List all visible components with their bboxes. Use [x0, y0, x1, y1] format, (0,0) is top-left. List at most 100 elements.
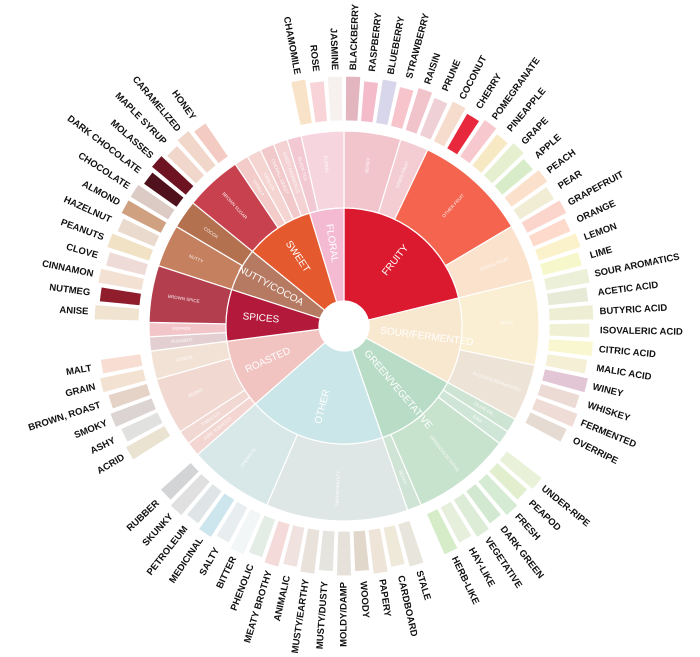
flavor-wedge-overripe — [523, 410, 569, 444]
flavor-wedge-pomegranate — [458, 118, 498, 165]
subcategory-label-brown-spice: BROWN SPICE — [168, 294, 200, 304]
flavor-label-musty-earthy: MUSTY/EARTHY — [290, 578, 312, 654]
flavor-wedge-hay-like — [439, 500, 474, 545]
flavor-wedge-honey — [192, 121, 230, 165]
flavor-wedge-moldy-damp — [335, 530, 353, 577]
flavor-wedge-grape — [482, 141, 526, 186]
flavor-wedge-fresh — [476, 472, 519, 517]
category-wedge-other — [254, 341, 384, 445]
flavor-wedge-pear — [511, 185, 556, 222]
flavor-wedge-under-ripe — [498, 449, 544, 491]
flavor-label-peanuts: PEANUTS — [59, 217, 105, 243]
flavor-wedge-orange — [527, 216, 572, 249]
flavor-wedge-strawberry — [389, 85, 415, 131]
flavor-label-cinnamon: CINNAMON — [41, 258, 95, 279]
flavor-wedge-chocolate — [129, 183, 177, 222]
flavor-label-musty-dusty: MUSTY/DUSTY — [315, 580, 331, 649]
flavor-label-pomegranate: POMEGRANATE — [490, 56, 543, 123]
flavor-wedge-vegetative — [452, 491, 491, 539]
flavor-wedge-musty-earthy — [298, 527, 321, 575]
flavor-wedge-cardboard — [382, 523, 407, 569]
subcategory-label-cereal: CEREAL — [175, 354, 194, 363]
flavor-label-rose: ROSE — [307, 44, 321, 72]
flavor-label-blackberry: BLACKBERRY — [348, 3, 361, 70]
flavor-label-papery: PAPERY — [376, 578, 393, 618]
flavor-wedge-brown-roast — [107, 382, 152, 410]
flavor-label-malt: MALT — [65, 363, 92, 378]
flavor-wedge-coconut — [432, 100, 468, 149]
inner-ring — [225, 207, 463, 445]
flavor-label-caramelized: CARAMELIZED — [130, 74, 183, 134]
flavor-wedge-almond — [120, 198, 168, 235]
flavor-label-ashy: ASHY — [89, 435, 118, 457]
flavor-wedge-skunky — [169, 472, 212, 517]
flavor-wedge-clove — [104, 250, 150, 277]
subcategory-label-burnt: BURNT — [188, 387, 204, 398]
flavor-label-nutmeg: NUTMEG — [49, 282, 91, 298]
flavor-wedge-pineapple — [470, 132, 510, 175]
flavor-wedge-peanuts — [105, 232, 155, 263]
flavor-wedge-hazelnut — [116, 216, 161, 249]
flavor-wedge-whiskey — [536, 382, 581, 410]
middle-ring — [148, 130, 540, 522]
subcategory-label-floral: FLORAL — [323, 155, 330, 173]
flavor-wedge-malt — [99, 353, 144, 375]
subcategory-label-nutty: NUTTY — [188, 253, 204, 264]
flavor-wedge-winey — [540, 367, 590, 394]
flavor-label-moldy-damp: MOLDY/DAMP — [339, 581, 350, 647]
flavor-wedge-musty-dusty — [317, 529, 336, 573]
flavor-label-jasmine: JASMINE — [327, 28, 340, 71]
subcategory-label-papery-musty: PAPERY/MUSTY — [335, 471, 341, 506]
flavor-wedge-maple-syrup — [165, 144, 206, 186]
flavor-label-malic-acid: MALIC ACID — [596, 363, 653, 383]
flavor-wedge-sour-aromatics — [542, 267, 591, 292]
flavor-wedge-malic-acid — [544, 353, 589, 375]
flavor-wedge-dark-green — [464, 482, 503, 525]
flavor-wedge-prune — [418, 96, 450, 142]
flavor-label-bitter: BITTER — [214, 555, 239, 591]
flavor-wedge-salty — [214, 500, 249, 545]
flavor-wedge-ashy — [119, 410, 165, 444]
flavor-wedge-rose — [308, 80, 329, 124]
flavor-wedge-animalic — [281, 523, 306, 569]
flavor-wedge-grain — [98, 367, 148, 394]
flavor-label-raisin: RAISIN — [422, 52, 443, 86]
flavor-wedge-raisin — [404, 86, 434, 136]
center-hole — [319, 301, 369, 351]
flavor-label-prune: PRUNE — [440, 58, 463, 93]
flavor-wedge-medicinal — [197, 491, 236, 539]
flavor-wedge-apple — [492, 157, 535, 197]
flavor-wedge-butyric-acid — [547, 303, 595, 322]
subcategory-label-pungent: PUNGENT — [171, 337, 194, 344]
flavor-wedge-peapod — [487, 461, 529, 502]
subcategory-label-berry: BERRY — [364, 157, 371, 173]
flavor-wedge-lime — [538, 250, 584, 277]
outer-ring — [93, 75, 595, 577]
flavor-wedge-caramelized — [175, 129, 218, 175]
flavor-label-salty: SALTY — [198, 545, 223, 577]
flavor-label-stale: STALE — [413, 569, 432, 601]
flavor-label-citric-acid: CITRIC ACID — [598, 344, 656, 360]
flavor-label-acrid: ACRID — [95, 452, 127, 477]
flavor-wedge-isovaleric-acid — [548, 322, 591, 339]
flavor-label-grain: GRAIN — [64, 382, 96, 400]
flavor-wedge-acetic-acid — [545, 286, 590, 307]
subcategory-label-beany: BEANY — [398, 469, 408, 485]
category-label-spices: SPICES — [242, 311, 280, 325]
flavor-wedge-lemon — [533, 232, 583, 263]
flavor-label-blueberry: BLUEBERRY — [386, 15, 408, 75]
flavor-label-whiskey: WHISKEY — [586, 400, 632, 424]
flavor-wedge-peach — [502, 168, 549, 209]
flavor-wedge-woody — [352, 529, 371, 573]
flavor-label-raspberry: RASPBERRY — [367, 11, 385, 72]
flavor-label-isovaleric-acid: ISOVALERIC ACID — [600, 325, 683, 338]
flavor-wedge-fermented — [530, 396, 579, 429]
flavor-wedge-rubber — [159, 461, 201, 502]
flavor-label-lime: LIME — [589, 244, 614, 261]
flavor-wedge-papery — [367, 527, 390, 575]
flavor-label-lemon: LEMON — [582, 221, 618, 243]
flavor-label-anise: ANISE — [59, 305, 89, 318]
flavor-label-chamomile: CHAMOMILE — [281, 16, 303, 76]
flavor-wedge-cinnamon — [97, 267, 146, 292]
